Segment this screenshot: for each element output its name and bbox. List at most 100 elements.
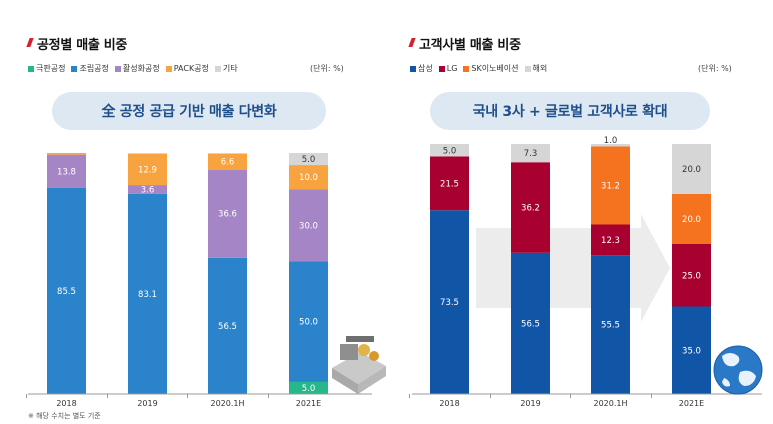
data-label: 35.0 <box>682 346 701 356</box>
bar-segment <box>47 153 86 155</box>
data-label: 7.3 <box>524 149 538 159</box>
legend-swatch <box>28 65 34 72</box>
bar-segment <box>511 162 550 253</box>
bar-segment <box>289 189 328 262</box>
legend-label: LG <box>446 64 458 73</box>
data-label: 13.8 <box>57 167 76 177</box>
data-label: 1.0 <box>604 136 618 146</box>
chart-title: 고객사별 매출 비중 <box>419 38 521 53</box>
legend-label: 삼성 <box>418 64 433 73</box>
bar-segment <box>208 153 247 154</box>
bar-segment <box>208 169 247 258</box>
data-label: 55.5 <box>601 321 620 331</box>
bar-segment <box>128 153 167 186</box>
data-label: 6.6 <box>221 158 235 168</box>
bar-segment <box>672 144 711 194</box>
data-label: 21.5 <box>440 179 459 189</box>
summary-banner: 국내 3사 + 글로벌 고객사로 확대 <box>430 92 710 130</box>
bar-segment <box>672 244 711 307</box>
bar-segment <box>672 194 711 244</box>
bar-segment <box>511 252 550 394</box>
bar-segment <box>591 144 630 147</box>
data-label: 10.0 <box>299 173 318 183</box>
legend-item: PACK공정 <box>165 63 209 74</box>
bar-segment <box>289 165 328 190</box>
legend-label: 해외 <box>532 64 548 73</box>
legend-swatch <box>114 65 121 72</box>
x-tick-label: 2019 <box>137 399 157 408</box>
data-label: 12.9 <box>138 166 157 176</box>
legend-swatch <box>410 65 416 72</box>
unit-label: (단위: %) <box>698 64 732 73</box>
chart-title: 공정별 매출 비중 <box>37 38 128 53</box>
legend-swatch <box>165 65 172 72</box>
bar-segment <box>591 146 630 225</box>
data-label: 3.6 <box>141 185 155 195</box>
legend-item: SK이노베이션 <box>463 63 519 74</box>
legend-item: 삼성 <box>410 63 433 74</box>
data-label: 20.0 <box>682 165 701 175</box>
growth-arrow <box>476 214 670 322</box>
x-tick-label: 2021E <box>679 399 704 408</box>
summary-banner: 全 공정 공급 기반 매출 다변화 <box>52 92 326 130</box>
bar-segment <box>128 185 167 194</box>
x-tick-label: 2020.1H <box>593 399 627 408</box>
data-label: 25.0 <box>682 271 701 281</box>
bar-segment <box>208 153 247 170</box>
data-label: 20.0 <box>682 215 701 225</box>
data-label: 50.0 <box>299 318 318 328</box>
legend-item: 해외 <box>524 63 548 74</box>
process-sales-panel: 공정별 매출 비중 극판공정 조립공정 활성화공정 PACK공정 기타 (단위: %) … <box>0 0 386 424</box>
legend-swatch <box>214 65 221 72</box>
x-tick-label: 2018 <box>56 399 76 408</box>
globe-icon <box>713 345 763 395</box>
data-label: 56.5 <box>521 319 540 329</box>
bar-segment <box>208 257 247 394</box>
bar-segment <box>128 153 167 154</box>
bar-segment <box>47 187 86 394</box>
x-tick-label: 2021E <box>296 399 321 408</box>
chart-legend: 극판공정 조립공정 활성화공정 PACK공정 기타 <box>28 63 238 74</box>
legend-label: PACK공정 <box>173 64 209 73</box>
bar-segment <box>289 261 328 382</box>
legend-item: 기타 <box>214 63 238 74</box>
bar-segment <box>289 153 328 166</box>
bar-segment <box>128 193 167 394</box>
data-label: 31.2 <box>601 182 620 192</box>
unit-label: (단위: %) <box>310 64 344 73</box>
legend-item: LG <box>438 64 458 73</box>
x-tick-label: 2018 <box>439 399 459 408</box>
legend-swatch <box>524 65 531 72</box>
bar-segment <box>511 144 550 163</box>
data-label: 36.6 <box>218 210 237 220</box>
bar-segment <box>47 154 86 188</box>
x-tick-label: 2020.1H <box>210 399 244 408</box>
data-label: 5.0 <box>302 155 316 165</box>
bar-segment <box>672 306 711 394</box>
data-label: 36.2 <box>521 204 540 214</box>
legend-swatch <box>438 65 445 72</box>
data-label: 5.0 <box>443 146 457 156</box>
machine-icon <box>332 336 386 394</box>
bar-segment <box>591 224 630 256</box>
data-label: 5.0 <box>302 384 316 394</box>
legend-label: SK이노베이션 <box>471 64 519 73</box>
legend-label: 기타 <box>222 64 238 73</box>
data-label: 30.0 <box>299 221 318 231</box>
bar-segment <box>430 144 469 157</box>
customer-sales-panel: 고객사별 매출 비중 삼성 LG SK이노베이션 해외 (단위: %) 국내 3사 +… <box>386 0 773 424</box>
legend-label: 조립공정 <box>79 64 109 73</box>
bar-segment <box>430 156 469 211</box>
x-tick-label: 2019 <box>520 399 540 408</box>
legend-label: 활성화공정 <box>122 64 160 73</box>
data-label: 83.1 <box>138 290 157 300</box>
data-label: 85.5 <box>57 287 76 297</box>
legend-swatch <box>463 65 470 72</box>
legend-item: 활성화공정 <box>114 63 160 74</box>
footnote: ※ 해당 수치는 별도 기준 <box>28 412 101 420</box>
data-label: 12.3 <box>601 236 620 246</box>
bar-segment <box>289 381 328 394</box>
legend-item: 극판공정 <box>28 63 65 74</box>
data-label: 56.5 <box>218 322 237 332</box>
